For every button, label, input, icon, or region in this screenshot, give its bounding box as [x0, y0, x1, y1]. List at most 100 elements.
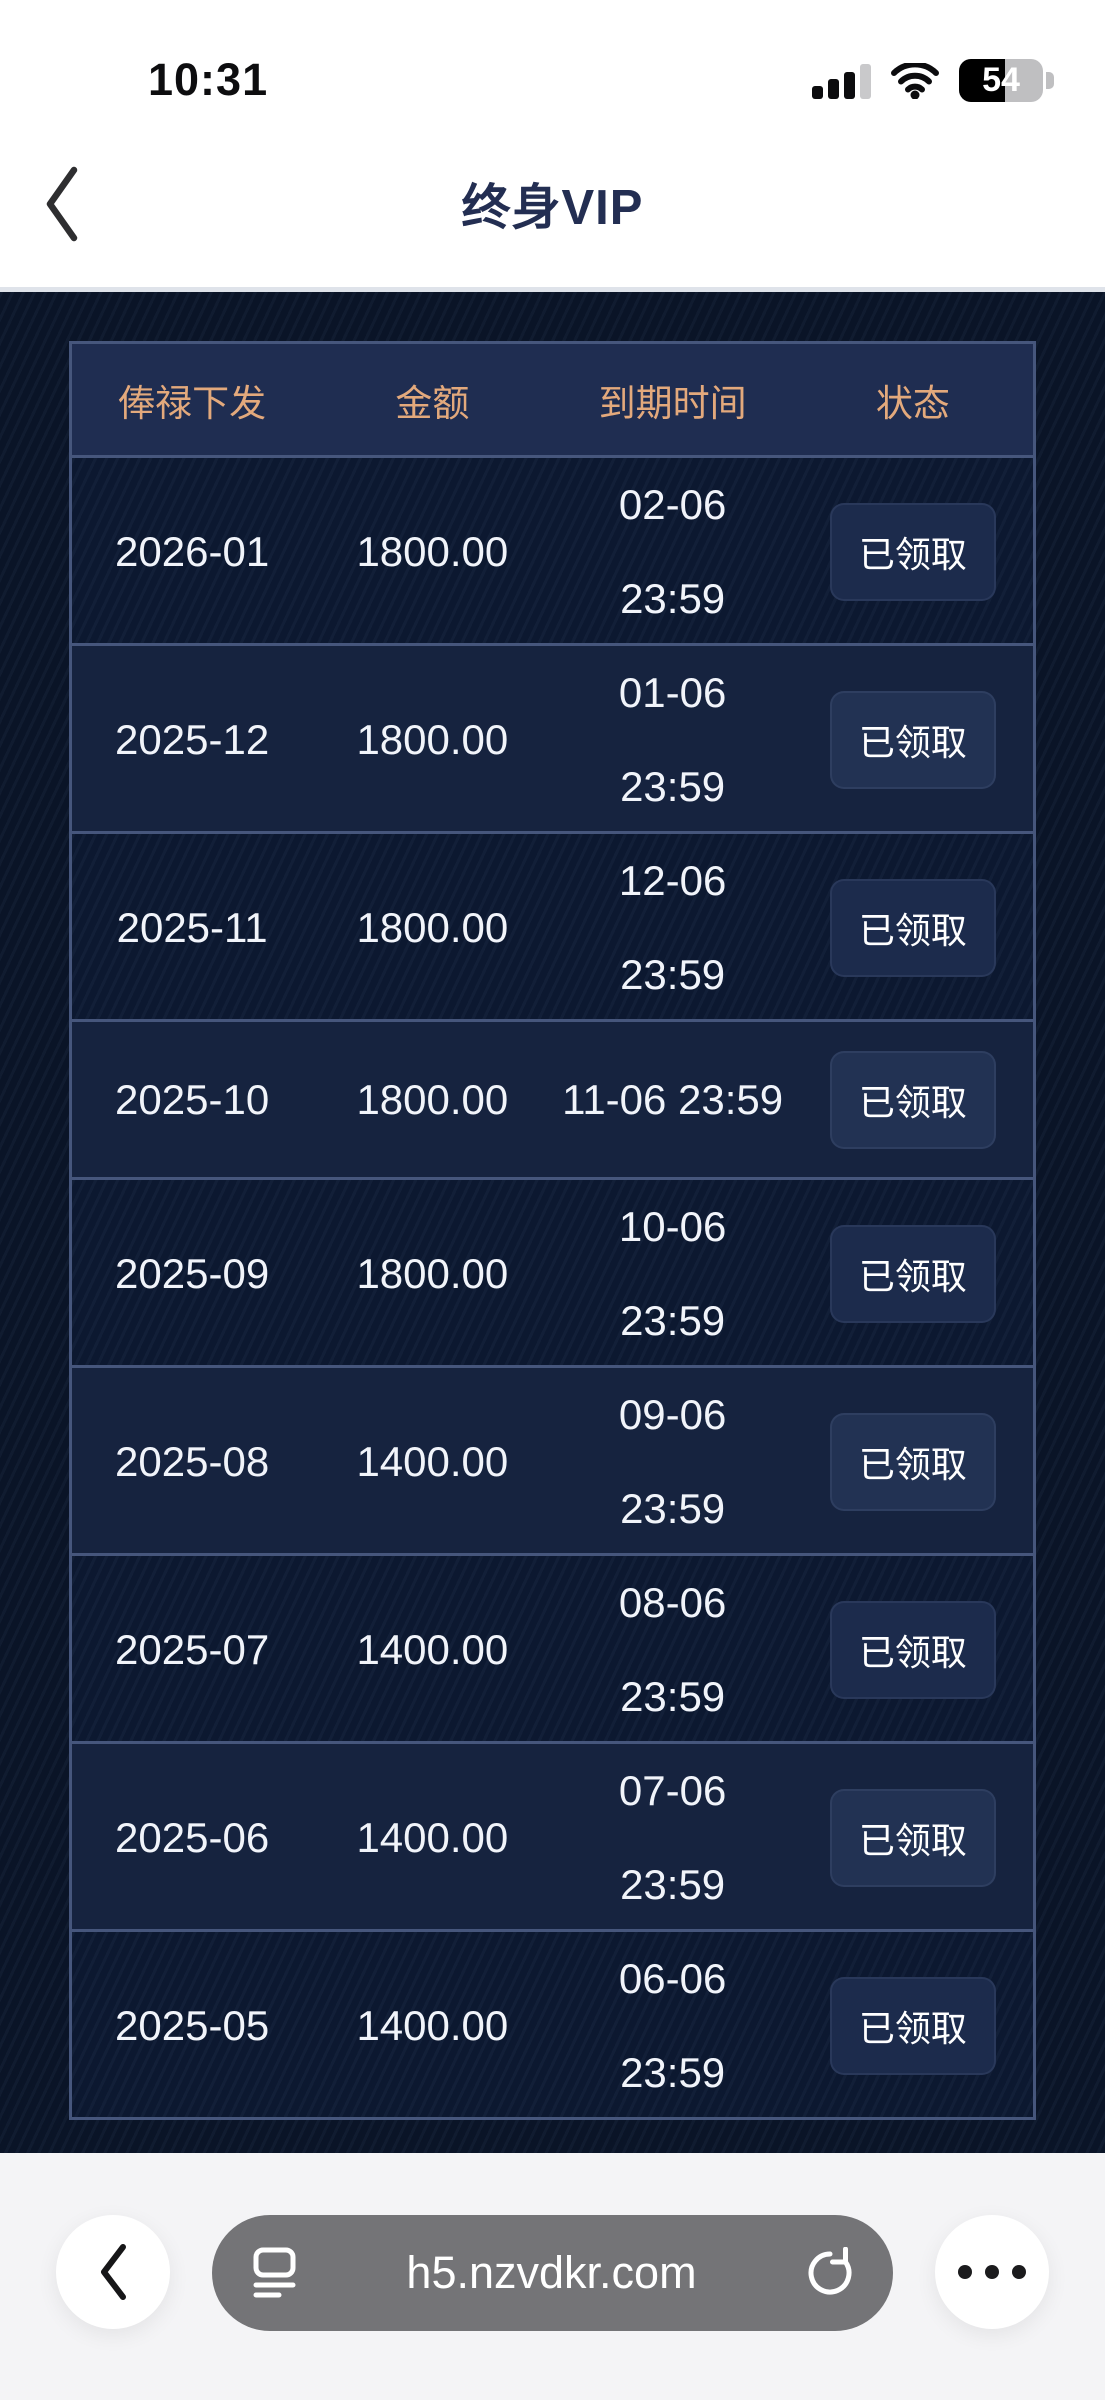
status-claimed-button[interactable]: 已领取 [829, 503, 996, 601]
amount-cell: 1800.00 [356, 904, 509, 951]
period-cell: 2025-05 [115, 2002, 270, 2049]
expire-time: 23:59 [620, 575, 726, 622]
browser-more-button[interactable] [935, 2215, 1049, 2329]
expire-date: 09-06 [618, 1391, 727, 1438]
amount-cell: 1400.00 [356, 1814, 509, 1861]
status-cell: 已领取 [793, 1413, 1033, 1511]
battery-nub [1046, 72, 1054, 89]
expire-cell: 09-06 23:59 [553, 1368, 793, 1556]
period-cell: 2025-06 [115, 1814, 270, 1861]
period-cell: 2025-07 [115, 1626, 270, 1673]
expire-time: 23:59 [620, 763, 726, 810]
status-claimed-button[interactable]: 已领取 [829, 1789, 996, 1887]
status-cell: 已领取 [793, 1789, 1033, 1887]
back-chevron-icon [101, 2244, 126, 2300]
expire-date: 07-06 [618, 1767, 727, 1814]
status-claimed-button[interactable]: 已领取 [829, 1050, 996, 1149]
battery-icon: 54 [959, 59, 1054, 102]
browser-toolbar: h5.nzvdkr.com [0, 2153, 1105, 2400]
amount-cell: 1800.00 [356, 528, 509, 575]
expire-date: 11-06 23:59 [562, 1075, 784, 1123]
url-text: h5.nzvdkr.com [406, 2247, 697, 2298]
column-header-status: 状态 [875, 382, 950, 424]
reload-icon[interactable] [805, 2247, 853, 2299]
page-content: 俸禄下发 金额 到期时间 状态 2026-01 1800.00 02-06 23… [0, 287, 1105, 2153]
browser-back-button[interactable] [56, 2215, 170, 2329]
expire-date: 08-06 [618, 1579, 727, 1626]
status-cell: 已领取 [793, 1977, 1033, 2075]
status-claimed-button[interactable]: 已领取 [829, 1601, 996, 1699]
status-cell: 已领取 [793, 1601, 1033, 1699]
page-title: 终身VIP [461, 181, 644, 235]
table-header: 俸禄下发 金额 到期时间 状态 [72, 344, 1033, 455]
expire-date: 01-06 [618, 669, 727, 716]
status-claimed-button[interactable]: 已领取 [829, 691, 996, 789]
expire-time: 23:59 [620, 951, 726, 998]
table-row: 2026-01 1800.00 02-06 23:59 已领取 [72, 455, 1033, 643]
battery-percent: 54 [982, 61, 1020, 99]
column-header-period: 俸禄下发 [118, 382, 267, 424]
status-claimed-button[interactable]: 已领取 [829, 1413, 996, 1511]
back-button[interactable] [40, 162, 84, 246]
cellular-signal-icon [812, 63, 871, 99]
expire-cell: 08-06 23:59 [553, 1556, 793, 1744]
status-cell: 已领取 [793, 1225, 1033, 1323]
table-row: 2025-05 1400.00 06-06 23:59 已领取 [72, 1929, 1033, 2117]
expire-cell: 12-06 23:59 [553, 834, 793, 1022]
column-header-expire: 到期时间 [598, 382, 747, 424]
expire-date: 12-06 [618, 857, 727, 904]
amount-cell: 1800.00 [356, 716, 509, 763]
table-row: 2025-10 1800.00 11-06 23:59 已领取 [72, 1019, 1033, 1177]
amount-cell: 1800.00 [356, 1250, 509, 1297]
status-claimed-button[interactable]: 已领取 [829, 879, 996, 977]
period-cell: 2025-11 [116, 904, 268, 951]
period-cell: 2025-08 [115, 1438, 270, 1485]
period-cell: 2026-01 [115, 528, 270, 575]
expire-cell: 10-06 23:59 [553, 1180, 793, 1368]
wifi-icon [891, 62, 939, 99]
status-bar: 10:31 54 [0, 0, 1105, 120]
period-cell: 2025-12 [115, 716, 270, 763]
expire-time: 23:59 [620, 1673, 726, 1720]
expire-time: 23:59 [620, 2049, 726, 2096]
amount-cell: 1400.00 [356, 1626, 509, 1673]
page-header: 终身VIP [0, 120, 1105, 287]
expire-cell: 11-06 23:59 [553, 1053, 793, 1147]
address-bar[interactable]: h5.nzvdkr.com [212, 2215, 893, 2331]
expire-date: 02-06 [618, 481, 727, 528]
status-cell: 已领取 [793, 691, 1033, 789]
salary-table: 俸禄下发 金额 到期时间 状态 2026-01 1800.00 02-06 23… [69, 341, 1036, 2120]
status-claimed-button[interactable]: 已领取 [829, 1977, 996, 2075]
table-row: 2025-08 1400.00 09-06 23:59 已领取 [72, 1365, 1033, 1553]
table-row: 2025-07 1400.00 08-06 23:59 已领取 [72, 1553, 1033, 1741]
column-header-amount: 金额 [395, 382, 470, 424]
period-cell: 2025-09 [115, 1250, 270, 1297]
status-icons: 54 [812, 59, 1054, 106]
expire-date: 06-06 [618, 1955, 727, 2002]
ellipsis-icon [958, 2265, 1026, 2279]
expire-date: 10-06 [618, 1203, 727, 1250]
expire-cell: 01-06 23:59 [553, 646, 793, 834]
amount-cell: 1400.00 [356, 2002, 509, 2049]
expire-time: 23:59 [620, 1485, 726, 1532]
period-cell: 2025-10 [115, 1075, 270, 1123]
battery-fill [959, 59, 1006, 102]
status-time: 10:31 [148, 54, 269, 105]
amount-cell: 1800.00 [356, 1075, 509, 1123]
expire-cell: 07-06 23:59 [553, 1744, 793, 1932]
table-row: 2025-06 1400.00 07-06 23:59 已领取 [72, 1741, 1033, 1929]
expire-time: 23:59 [620, 1297, 726, 1344]
table-row: 2025-11 1800.00 12-06 23:59 已领取 [72, 831, 1033, 1019]
table-row: 2025-09 1800.00 10-06 23:59 已领取 [72, 1177, 1033, 1365]
table-row: 2025-12 1800.00 01-06 23:59 已领取 [72, 643, 1033, 831]
expire-time: 23:59 [620, 1861, 726, 1908]
amount-cell: 1400.00 [356, 1438, 509, 1485]
status-cell: 已领取 [793, 879, 1033, 977]
status-claimed-button[interactable]: 已领取 [829, 1225, 996, 1323]
expire-cell: 06-06 23:59 [553, 1932, 793, 2120]
back-chevron-icon [46, 166, 78, 241]
status-cell: 已领取 [793, 1050, 1033, 1149]
expire-cell: 02-06 23:59 [553, 458, 793, 646]
status-cell: 已领取 [793, 503, 1033, 601]
